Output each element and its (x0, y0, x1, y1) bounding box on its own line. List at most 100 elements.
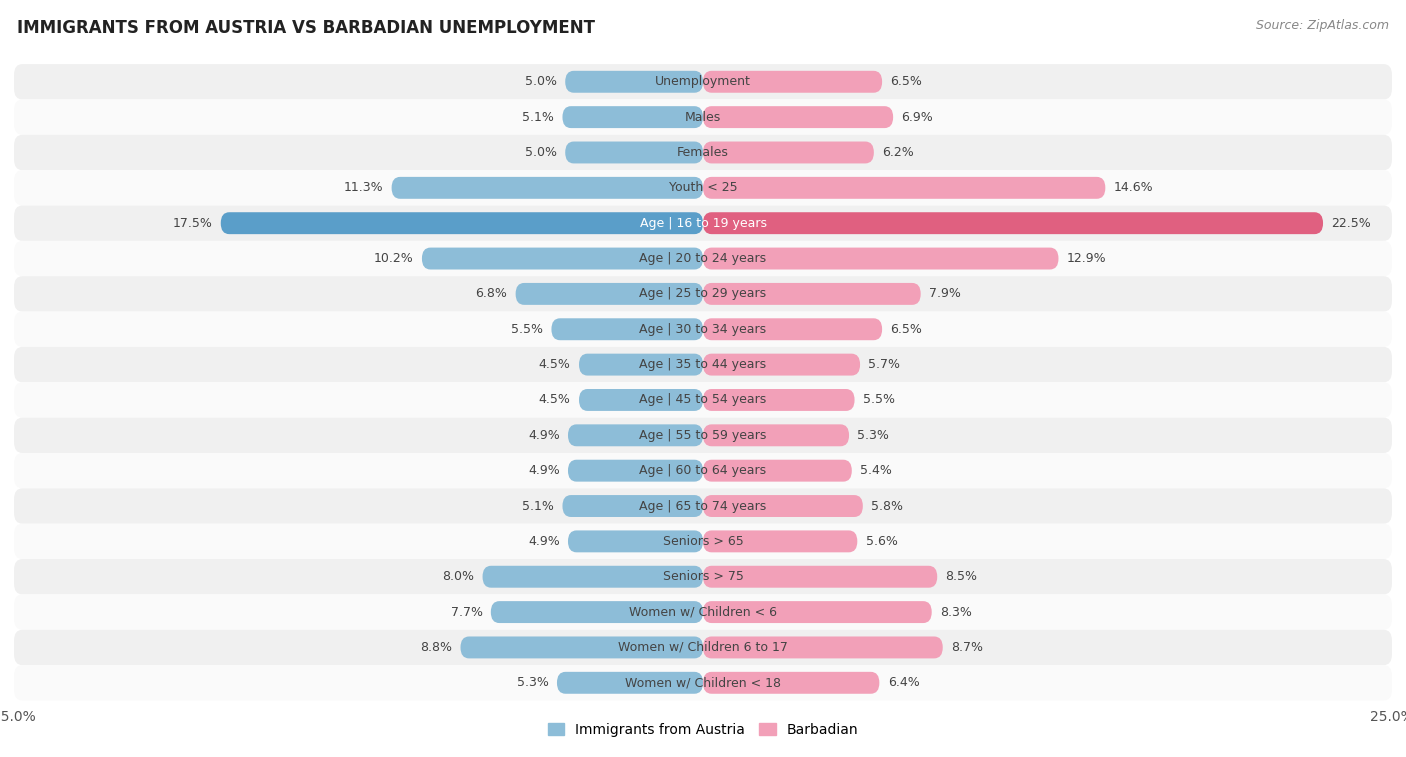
Text: 8.3%: 8.3% (941, 606, 972, 618)
FancyBboxPatch shape (14, 312, 1392, 347)
FancyBboxPatch shape (461, 637, 703, 659)
FancyBboxPatch shape (579, 354, 703, 375)
FancyBboxPatch shape (14, 276, 1392, 312)
FancyBboxPatch shape (516, 283, 703, 305)
FancyBboxPatch shape (14, 418, 1392, 453)
FancyBboxPatch shape (703, 248, 1059, 269)
Text: Females: Females (678, 146, 728, 159)
FancyBboxPatch shape (482, 565, 703, 587)
FancyBboxPatch shape (703, 459, 852, 481)
Text: 5.1%: 5.1% (522, 111, 554, 123)
FancyBboxPatch shape (14, 559, 1392, 594)
FancyBboxPatch shape (14, 488, 1392, 524)
Text: 5.5%: 5.5% (512, 322, 543, 336)
FancyBboxPatch shape (14, 665, 1392, 700)
FancyBboxPatch shape (565, 71, 703, 93)
FancyBboxPatch shape (703, 565, 938, 587)
Text: 6.2%: 6.2% (882, 146, 914, 159)
FancyBboxPatch shape (14, 135, 1392, 170)
Text: 11.3%: 11.3% (343, 182, 384, 195)
Text: 6.4%: 6.4% (887, 676, 920, 690)
FancyBboxPatch shape (703, 531, 858, 553)
Text: Age | 45 to 54 years: Age | 45 to 54 years (640, 394, 766, 407)
FancyBboxPatch shape (703, 389, 855, 411)
Text: 17.5%: 17.5% (173, 217, 212, 229)
Text: Women w/ Children < 18: Women w/ Children < 18 (626, 676, 780, 690)
FancyBboxPatch shape (14, 594, 1392, 630)
FancyBboxPatch shape (392, 177, 703, 199)
Text: 8.8%: 8.8% (420, 641, 453, 654)
FancyBboxPatch shape (562, 495, 703, 517)
FancyBboxPatch shape (703, 672, 879, 693)
Text: Source: ZipAtlas.com: Source: ZipAtlas.com (1256, 19, 1389, 32)
Text: 4.9%: 4.9% (527, 535, 560, 548)
FancyBboxPatch shape (565, 142, 703, 164)
FancyBboxPatch shape (703, 637, 943, 659)
Text: 5.6%: 5.6% (866, 535, 897, 548)
Text: 5.8%: 5.8% (872, 500, 903, 512)
FancyBboxPatch shape (14, 170, 1392, 205)
Text: Age | 20 to 24 years: Age | 20 to 24 years (640, 252, 766, 265)
Text: 5.1%: 5.1% (522, 500, 554, 512)
Text: 8.7%: 8.7% (950, 641, 983, 654)
Text: Age | 35 to 44 years: Age | 35 to 44 years (640, 358, 766, 371)
Text: 5.3%: 5.3% (517, 676, 548, 690)
Text: 14.6%: 14.6% (1114, 182, 1153, 195)
Legend: Immigrants from Austria, Barbadian: Immigrants from Austria, Barbadian (541, 717, 865, 742)
FancyBboxPatch shape (14, 524, 1392, 559)
FancyBboxPatch shape (14, 64, 1392, 99)
FancyBboxPatch shape (703, 354, 860, 375)
FancyBboxPatch shape (568, 425, 703, 447)
Text: 6.5%: 6.5% (890, 75, 922, 89)
Text: 4.9%: 4.9% (527, 464, 560, 477)
Text: 8.0%: 8.0% (443, 570, 474, 583)
Text: 7.9%: 7.9% (929, 288, 960, 301)
FancyBboxPatch shape (703, 212, 1323, 234)
Text: IMMIGRANTS FROM AUSTRIA VS BARBADIAN UNEMPLOYMENT: IMMIGRANTS FROM AUSTRIA VS BARBADIAN UNE… (17, 19, 595, 37)
FancyBboxPatch shape (14, 205, 1392, 241)
Text: Age | 60 to 64 years: Age | 60 to 64 years (640, 464, 766, 477)
Text: Women w/ Children 6 to 17: Women w/ Children 6 to 17 (619, 641, 787, 654)
Text: 5.0%: 5.0% (524, 146, 557, 159)
FancyBboxPatch shape (703, 142, 875, 164)
Text: Seniors > 75: Seniors > 75 (662, 570, 744, 583)
Text: 5.5%: 5.5% (863, 394, 894, 407)
Text: Unemployment: Unemployment (655, 75, 751, 89)
FancyBboxPatch shape (551, 318, 703, 340)
FancyBboxPatch shape (568, 459, 703, 481)
FancyBboxPatch shape (568, 531, 703, 553)
Text: 5.3%: 5.3% (858, 428, 889, 442)
FancyBboxPatch shape (14, 99, 1392, 135)
Text: Age | 25 to 29 years: Age | 25 to 29 years (640, 288, 766, 301)
Text: 12.9%: 12.9% (1067, 252, 1107, 265)
FancyBboxPatch shape (703, 425, 849, 447)
FancyBboxPatch shape (703, 71, 882, 93)
Text: 4.9%: 4.9% (527, 428, 560, 442)
Text: 8.5%: 8.5% (945, 570, 977, 583)
FancyBboxPatch shape (562, 106, 703, 128)
Text: Age | 65 to 74 years: Age | 65 to 74 years (640, 500, 766, 512)
FancyBboxPatch shape (14, 453, 1392, 488)
Text: Age | 16 to 19 years: Age | 16 to 19 years (640, 217, 766, 229)
Text: 6.8%: 6.8% (475, 288, 508, 301)
Text: 6.5%: 6.5% (890, 322, 922, 336)
Text: Women w/ Children < 6: Women w/ Children < 6 (628, 606, 778, 618)
Text: 6.9%: 6.9% (901, 111, 934, 123)
FancyBboxPatch shape (491, 601, 703, 623)
FancyBboxPatch shape (422, 248, 703, 269)
Text: 5.4%: 5.4% (860, 464, 891, 477)
Text: Age | 30 to 34 years: Age | 30 to 34 years (640, 322, 766, 336)
FancyBboxPatch shape (557, 672, 703, 693)
Text: 5.7%: 5.7% (869, 358, 900, 371)
FancyBboxPatch shape (703, 601, 932, 623)
FancyBboxPatch shape (703, 283, 921, 305)
Text: Males: Males (685, 111, 721, 123)
FancyBboxPatch shape (703, 177, 1105, 199)
Text: 22.5%: 22.5% (1331, 217, 1371, 229)
Text: Seniors > 65: Seniors > 65 (662, 535, 744, 548)
FancyBboxPatch shape (14, 382, 1392, 418)
FancyBboxPatch shape (703, 106, 893, 128)
Text: 4.5%: 4.5% (538, 358, 571, 371)
FancyBboxPatch shape (14, 347, 1392, 382)
Text: 7.7%: 7.7% (450, 606, 482, 618)
